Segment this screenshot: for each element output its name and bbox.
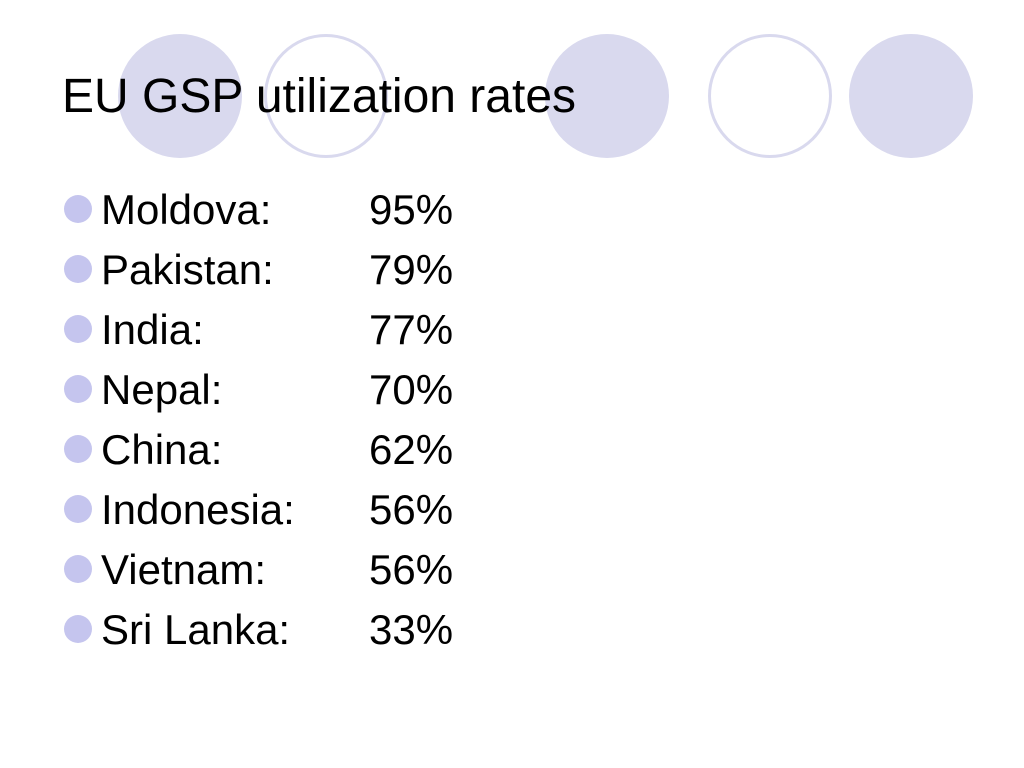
country-name: Indonesia: [101,486,295,533]
country-name: Vietnam: [101,546,266,593]
decorative-filled-circle [118,34,242,158]
country-name: China: [101,426,223,473]
circle-bullet-icon [64,195,92,223]
circle-bullet-icon [64,255,92,283]
circle-bullet-icon [64,375,92,403]
decorative-filled-circle [545,34,669,158]
utilization-rate: 70% [369,366,454,413]
utilization-rate: 56% [369,486,454,533]
decorative-outline-circle [264,34,388,158]
circle-bullet-icon [64,315,92,343]
utilization-rate: 77% [369,306,454,353]
circle-bullet-icon [64,495,92,523]
circle-bullet-icon [64,555,92,583]
utilization-rate: 62% [369,426,454,473]
country-name: India: [101,306,204,353]
circle-bullet-icon [64,435,92,463]
country-name: Nepal: [101,366,223,413]
slide-title: EU GSP utilization rates [62,70,577,123]
utilization-rate: 56% [369,546,454,593]
circle-bullet-icon [64,615,92,643]
decorative-outline-circle [708,34,832,158]
country-name: Moldova: [101,186,272,233]
decorative-filled-circle [849,34,973,158]
country-name: Pakistan: [101,246,274,293]
utilization-rate: 79% [369,246,454,293]
country-name: Sri Lanka: [101,606,291,653]
utilization-rate: 95% [369,186,454,233]
utilization-rate: 33% [369,606,454,653]
